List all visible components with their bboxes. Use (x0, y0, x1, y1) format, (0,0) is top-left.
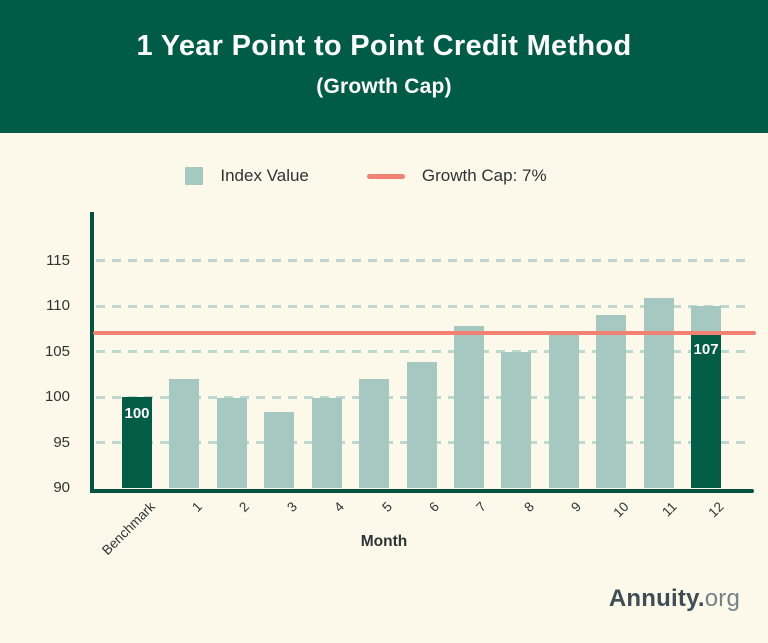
x-tick-label-9: 9 (568, 499, 585, 515)
bar-month-6 (406, 362, 437, 488)
bar-month-4 (311, 397, 342, 488)
page-subtitle: (Growth Cap) (316, 75, 452, 98)
bar-month-1 (169, 378, 200, 488)
y-tick-label-95: 95 (53, 433, 70, 451)
bar-month-7 (453, 326, 484, 488)
x-axis-title: Month (360, 533, 408, 550)
bar-benchmark: 100 (122, 397, 152, 488)
bar-month-9 (548, 333, 579, 488)
bar-uncapped-portion (691, 306, 722, 334)
y-tick-label-110: 110 (46, 297, 70, 314)
y-tick-label-105: 105 (44, 342, 70, 360)
x-tick-label-1: 1 (189, 499, 206, 515)
x-tick-label-11: 11 (658, 499, 680, 520)
bar-month-5 (359, 378, 390, 488)
x-tick-label-3: 3 (283, 499, 300, 515)
bar-month-11 (643, 297, 674, 488)
legend-item-index-value: Index Value (185, 166, 309, 186)
x-tick-label-4: 4 (331, 499, 348, 515)
bar-month-10 (596, 315, 627, 488)
gridline-115 (96, 259, 750, 262)
gridline-105 (96, 350, 750, 353)
plot-area: 100 107 (93, 215, 756, 488)
growth-cap-line-icon (366, 173, 405, 179)
header-banner: 1 Year Point to Point Credit Method (Gro… (0, 0, 768, 133)
x-tick-label-7: 7 (473, 499, 490, 515)
y-tick-label-115: 115 (46, 251, 70, 269)
growth-cap-line (93, 331, 756, 336)
bar-capped-portion (691, 333, 722, 488)
y-axis-tick-labels: 90 95 100 105 110 115 (34, 215, 80, 497)
index-value-swatch-icon (185, 167, 204, 185)
legend-cap-label: Growth Cap: 7% (421, 166, 547, 185)
bar-value-label: 107 (693, 341, 719, 359)
bar-month-12: 107 (691, 306, 722, 488)
logo-light-part: org (704, 585, 740, 612)
bar-month-8 (501, 352, 532, 488)
x-tick-label-8: 8 (521, 499, 537, 515)
x-tick-label-6: 6 (426, 499, 443, 515)
x-tick-label-10: 10 (610, 499, 632, 521)
x-tick-label-5: 5 (378, 499, 395, 515)
legend-index-label: Index Value (220, 166, 309, 185)
x-tick-label-2: 2 (236, 499, 253, 515)
page-title: 1 Year Point to Point Credit Method (136, 30, 632, 62)
x-tick-label-12: 12 (705, 499, 727, 521)
y-tick-label-90: 90 (53, 479, 70, 496)
gridline-110 (96, 304, 750, 308)
x-axis-line (90, 489, 754, 493)
bar-month-3 (264, 412, 295, 488)
annuity-org-logo: Annuity.org (609, 585, 740, 613)
bar-month-2 (216, 397, 247, 488)
y-axis-line (90, 212, 94, 493)
legend-item-growth-cap: Growth Cap: 7% (366, 166, 547, 186)
logo-bold-part: Annuity. (608, 585, 705, 612)
bar-value-label: 100 (124, 405, 150, 422)
chart-legend: Index Value Growth Cap: 7% (0, 166, 750, 186)
y-tick-label-100: 100 (44, 388, 70, 405)
